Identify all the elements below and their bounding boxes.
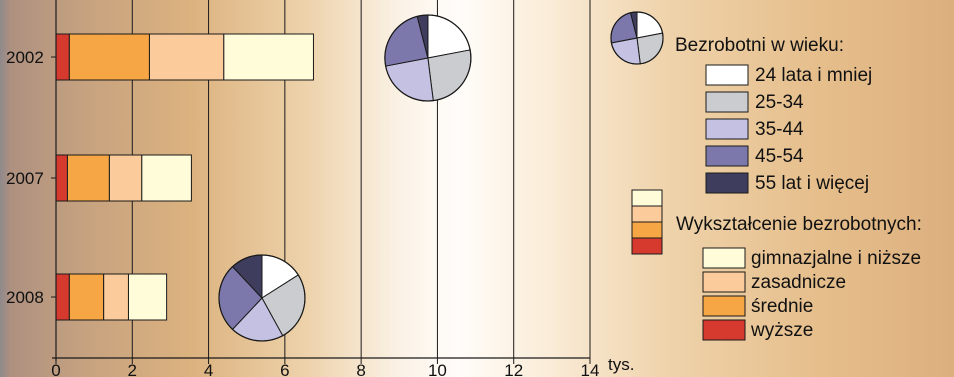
pie-outline — [610, 11, 664, 65]
bar-segment — [108, 154, 143, 202]
education-legend-title: Wykształcenie bezrobotnych: — [676, 214, 922, 235]
y-axis: 2002 2007 2008 — [6, 0, 57, 361]
education-legend-label: wyższe — [750, 320, 813, 341]
category-label: 2002 — [6, 48, 44, 67]
age-legend-title: Bezrobotni w wieku: — [675, 35, 844, 56]
bar-segment — [127, 273, 168, 321]
bar-segment — [66, 154, 110, 202]
education-legend-label: średnie — [751, 296, 813, 317]
pie-2008 — [218, 254, 306, 342]
age-legend-label: 35-44 — [755, 119, 804, 140]
category-label: 2007 — [6, 169, 44, 188]
x-unit-label: tys. — [608, 355, 634, 374]
x-tick-label: 4 — [204, 361, 213, 377]
chart-left-edge — [0, 0, 10, 377]
x-tick-label: 10 — [428, 361, 447, 377]
education-legend: Wykształcenie bezrobotnych: gimnazjalne i… — [631, 189, 922, 341]
bar-segment — [55, 154, 68, 202]
x-tick-label: 12 — [504, 361, 523, 377]
x-tick-label: 14 — [581, 361, 600, 377]
age-legend-swatch — [705, 172, 749, 194]
education-legend-label: zasadnicze — [751, 272, 846, 293]
age-legend-swatch — [705, 145, 749, 167]
education-legend-swatch — [702, 295, 746, 317]
x-tick-label: 0 — [51, 361, 60, 377]
education-legend-stack-icon — [631, 189, 663, 207]
education-legend-stack-icon — [631, 237, 663, 255]
age-legend-swatch — [705, 118, 749, 140]
pie-outline — [384, 14, 472, 102]
education-legend-swatch — [702, 247, 746, 269]
bar-segment — [55, 273, 70, 321]
education-legend-swatch — [702, 319, 746, 341]
age-legend-swatch — [705, 91, 749, 113]
education-legend-swatch — [702, 271, 746, 293]
pie-outline — [218, 254, 306, 342]
bar-segment — [148, 33, 225, 81]
bar-segment — [68, 273, 105, 321]
category-label: 2008 — [6, 288, 44, 307]
x-axis: 0 2 4 6 8 10 12 14 tys. — [51, 355, 634, 377]
bar-segment — [68, 33, 150, 81]
bar-segment — [223, 33, 314, 81]
age-legend-label: 24 lata i mniej — [755, 65, 872, 86]
pie-2002 — [384, 14, 472, 102]
x-tick-label: 2 — [128, 361, 137, 377]
education-legend-label: gimnazjalne i niższe — [751, 248, 921, 269]
x-tick-label: 8 — [356, 361, 365, 377]
bar-segment — [141, 154, 192, 202]
bar-segment — [55, 33, 70, 81]
age-legend-label: 55 lat i więcej — [755, 173, 869, 194]
age-legend-swatch — [705, 64, 749, 86]
age-legend-pie-icon — [610, 11, 664, 65]
age-legend-label: 45-54 — [755, 146, 804, 167]
age-legend: Bezrobotni w wieku: 24 lata i mniej 25-34 3… — [610, 11, 872, 194]
x-tick-label: 6 — [280, 361, 289, 377]
bars — [55, 33, 314, 321]
education-legend-stack-icon — [631, 221, 663, 239]
age-legend-label: 25-34 — [755, 92, 804, 113]
education-legend-stack-icon — [631, 205, 663, 223]
pies — [218, 14, 472, 342]
bar-segment — [103, 273, 129, 321]
